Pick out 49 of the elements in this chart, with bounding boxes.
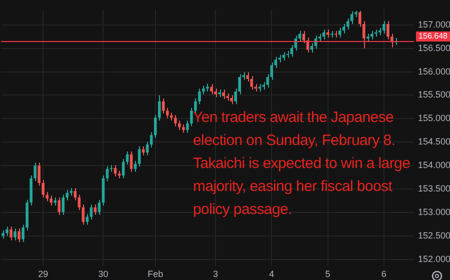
candlestick bbox=[382, 20, 386, 34]
x-tick-label: Feb bbox=[148, 268, 164, 279]
y-tick-label: 152.000 bbox=[418, 254, 450, 264]
candlestick bbox=[146, 141, 149, 156]
candlestick bbox=[186, 120, 189, 134]
candlestick bbox=[166, 107, 169, 119]
candlestick bbox=[78, 194, 81, 211]
x-tick-label: 30 bbox=[98, 268, 108, 279]
y-tick-label: 156.000 bbox=[418, 66, 450, 76]
y-tick-label: 153.500 bbox=[418, 184, 450, 194]
x-tick-label: 5 bbox=[325, 268, 330, 279]
candlestick bbox=[6, 226, 8, 236]
candlestick bbox=[198, 88, 201, 105]
ref-line-label: 156.648 bbox=[418, 32, 448, 41]
candlestick bbox=[50, 195, 53, 206]
x-tick-label: 3 bbox=[213, 268, 218, 279]
x-tick-label: 4 bbox=[269, 268, 274, 279]
y-tick-label: 153.000 bbox=[418, 207, 450, 218]
candlestick bbox=[386, 20, 390, 40]
candlestick bbox=[154, 114, 157, 138]
candlestick bbox=[178, 120, 181, 130]
x-tick-label: 6 bbox=[381, 268, 386, 279]
y-tick-label: 152.500 bbox=[418, 230, 450, 240]
candlestick bbox=[346, 18, 350, 30]
annotation: Yen traders await the Japanese election on Sunday, February 8. Takaichi is expected to win a large majority, easing her fiscal boost policy passage. bbox=[193, 108, 412, 220]
candlestick bbox=[162, 98, 165, 114]
candlestick bbox=[250, 76, 254, 90]
candlestick bbox=[190, 107, 193, 127]
y-tick-label: 154.000 bbox=[418, 160, 450, 170]
candlestick bbox=[98, 199, 101, 216]
candlestick bbox=[62, 194, 65, 216]
y-tick-label: 154.500 bbox=[418, 136, 450, 147]
y-tick-label: 157.000 bbox=[418, 19, 450, 30]
x-tick-label: 29 bbox=[38, 268, 48, 279]
y-tick-label: 156.500 bbox=[418, 42, 450, 53]
candlestick bbox=[10, 226, 12, 241]
candlestick bbox=[174, 114, 177, 127]
y-tick-label: 155.500 bbox=[418, 90, 450, 100]
candlestick bbox=[14, 228, 16, 241]
candlestick bbox=[210, 83, 213, 95]
candlestick bbox=[134, 160, 137, 172]
candlestick bbox=[18, 228, 20, 243]
y-tick-label: 155.000 bbox=[418, 113, 450, 124]
candlestick bbox=[106, 166, 109, 182]
candlestick bbox=[150, 132, 153, 148]
candlestick bbox=[158, 94, 161, 122]
candlestick bbox=[222, 89, 225, 100]
candlestick bbox=[86, 213, 89, 226]
candlestick bbox=[58, 197, 61, 216]
